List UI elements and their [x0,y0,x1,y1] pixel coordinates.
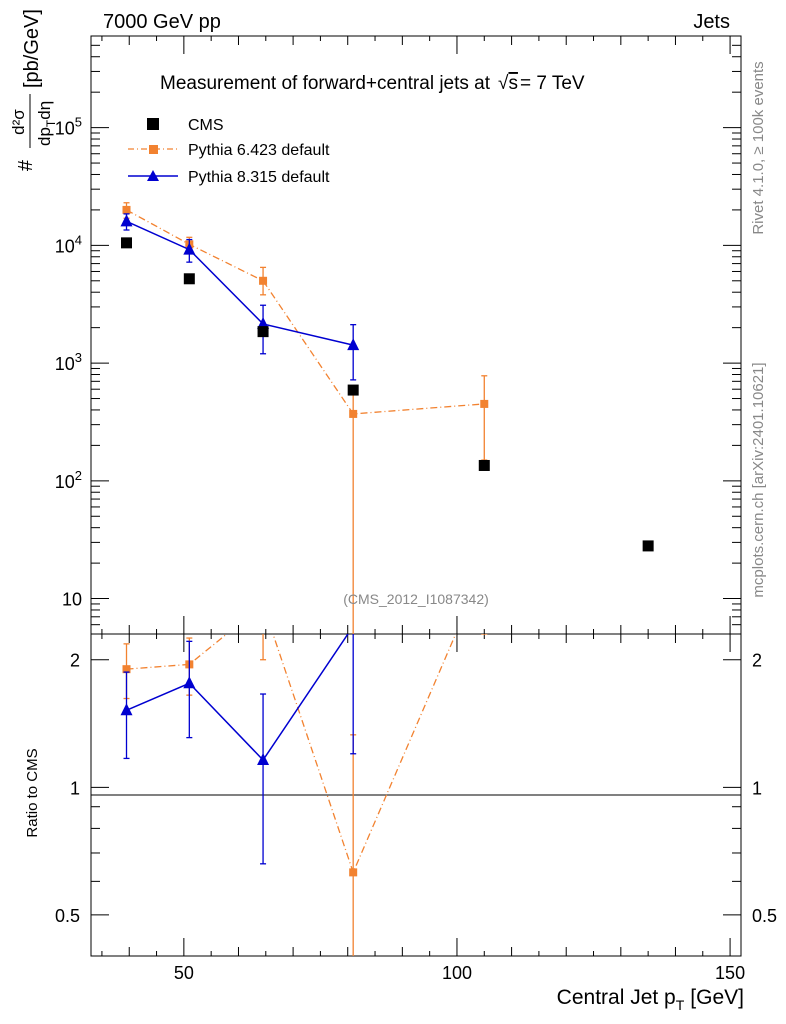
pythia6-point [122,205,131,214]
ratio-tick-label-right: 2 [752,651,762,671]
y-tick-label: 102 [55,468,82,492]
pythia6-point [349,409,358,418]
x-tick-label: 100 [442,963,472,983]
pythia6-ratio-point [349,868,358,877]
pythia6-point [480,399,489,408]
header-right: Jets [693,11,730,33]
side-label-bottom: mcplots.cern.ch [arXiv:2401.10621] [750,362,767,597]
pythia6-ratio-point [259,600,267,608]
header-left: 7000 GeV pp [103,11,221,33]
pythia6-ratio-point [480,564,488,572]
svg-text:#: # [15,159,37,171]
sqrt-symbol: √ [498,73,509,94]
x-axis-label: Central Jet pT [GeV] [557,986,744,1013]
y-axis-label: # d²σ dpTdη [pb/GeV] [9,9,58,171]
y-tick-label: 10 [62,590,82,610]
cms-point [183,273,195,285]
pythia8-point [183,242,196,255]
ratio-axis-label: Ratio to CMS [24,748,41,837]
y-tick-label: 104 [55,232,82,256]
svg-text:d²σ: d²σ [9,109,28,135]
ratio-tick-label: 2 [70,651,80,671]
legend: CMS Pythia 6.423 default Pythia 8.315 de… [128,117,330,186]
legend-marker-cms [147,118,159,130]
ratio-panel-marks [120,564,488,956]
ratio-tick-label: 0.5 [55,906,80,926]
pythia8-ratio-point [120,703,133,716]
cms-point [347,384,359,396]
pythia6-ratio-point [122,665,131,674]
chart-title: Measurement of forward+central jets at √s… [160,73,585,94]
side-label-top: Rivet 4.1.0, ≥ 100k events [750,61,767,234]
x-tick-label: 150 [715,963,745,983]
pythia6-ratio-line [126,634,457,875]
ratio-tick-label-right: 0.5 [752,906,777,926]
legend-label-pythia6: Pythia 6.423 default [188,142,330,159]
pythia8-ratio-line [126,634,349,762]
x-tick-label: 50 [174,963,194,983]
legend-marker-pythia6 [149,145,158,154]
pythia8-line [126,220,354,346]
analysis-id: (CMS_2012_I1087342) [343,591,489,607]
legend-marker-pythia8 [147,170,159,181]
ratio-tick-label-right: 1 [752,778,762,798]
pythia8-point [257,316,270,329]
ratio-tick-label: 1 [70,778,80,798]
cms-point [478,459,490,471]
svg-text:dpTdη: dpTdη [35,101,58,146]
y-tick-label: 103 [55,350,82,374]
cms-point [257,326,269,338]
pythia8-ratio-point [257,753,270,766]
main-panel-marks [120,202,654,634]
legend-label-cms: CMS [188,117,224,134]
cms-point [642,540,654,552]
legend-label-pythia8: Pythia 8.315 default [188,169,330,186]
pythia8-point [120,214,133,227]
svg-text:[pb/GeV]: [pb/GeV] [21,9,43,88]
pythia6-point [259,276,268,285]
pythia6-line [126,209,485,415]
y-tick-label: 105 [55,115,82,139]
pythia8-point [347,338,360,351]
pythia8-ratio-point [183,676,196,689]
cms-point [121,237,133,249]
